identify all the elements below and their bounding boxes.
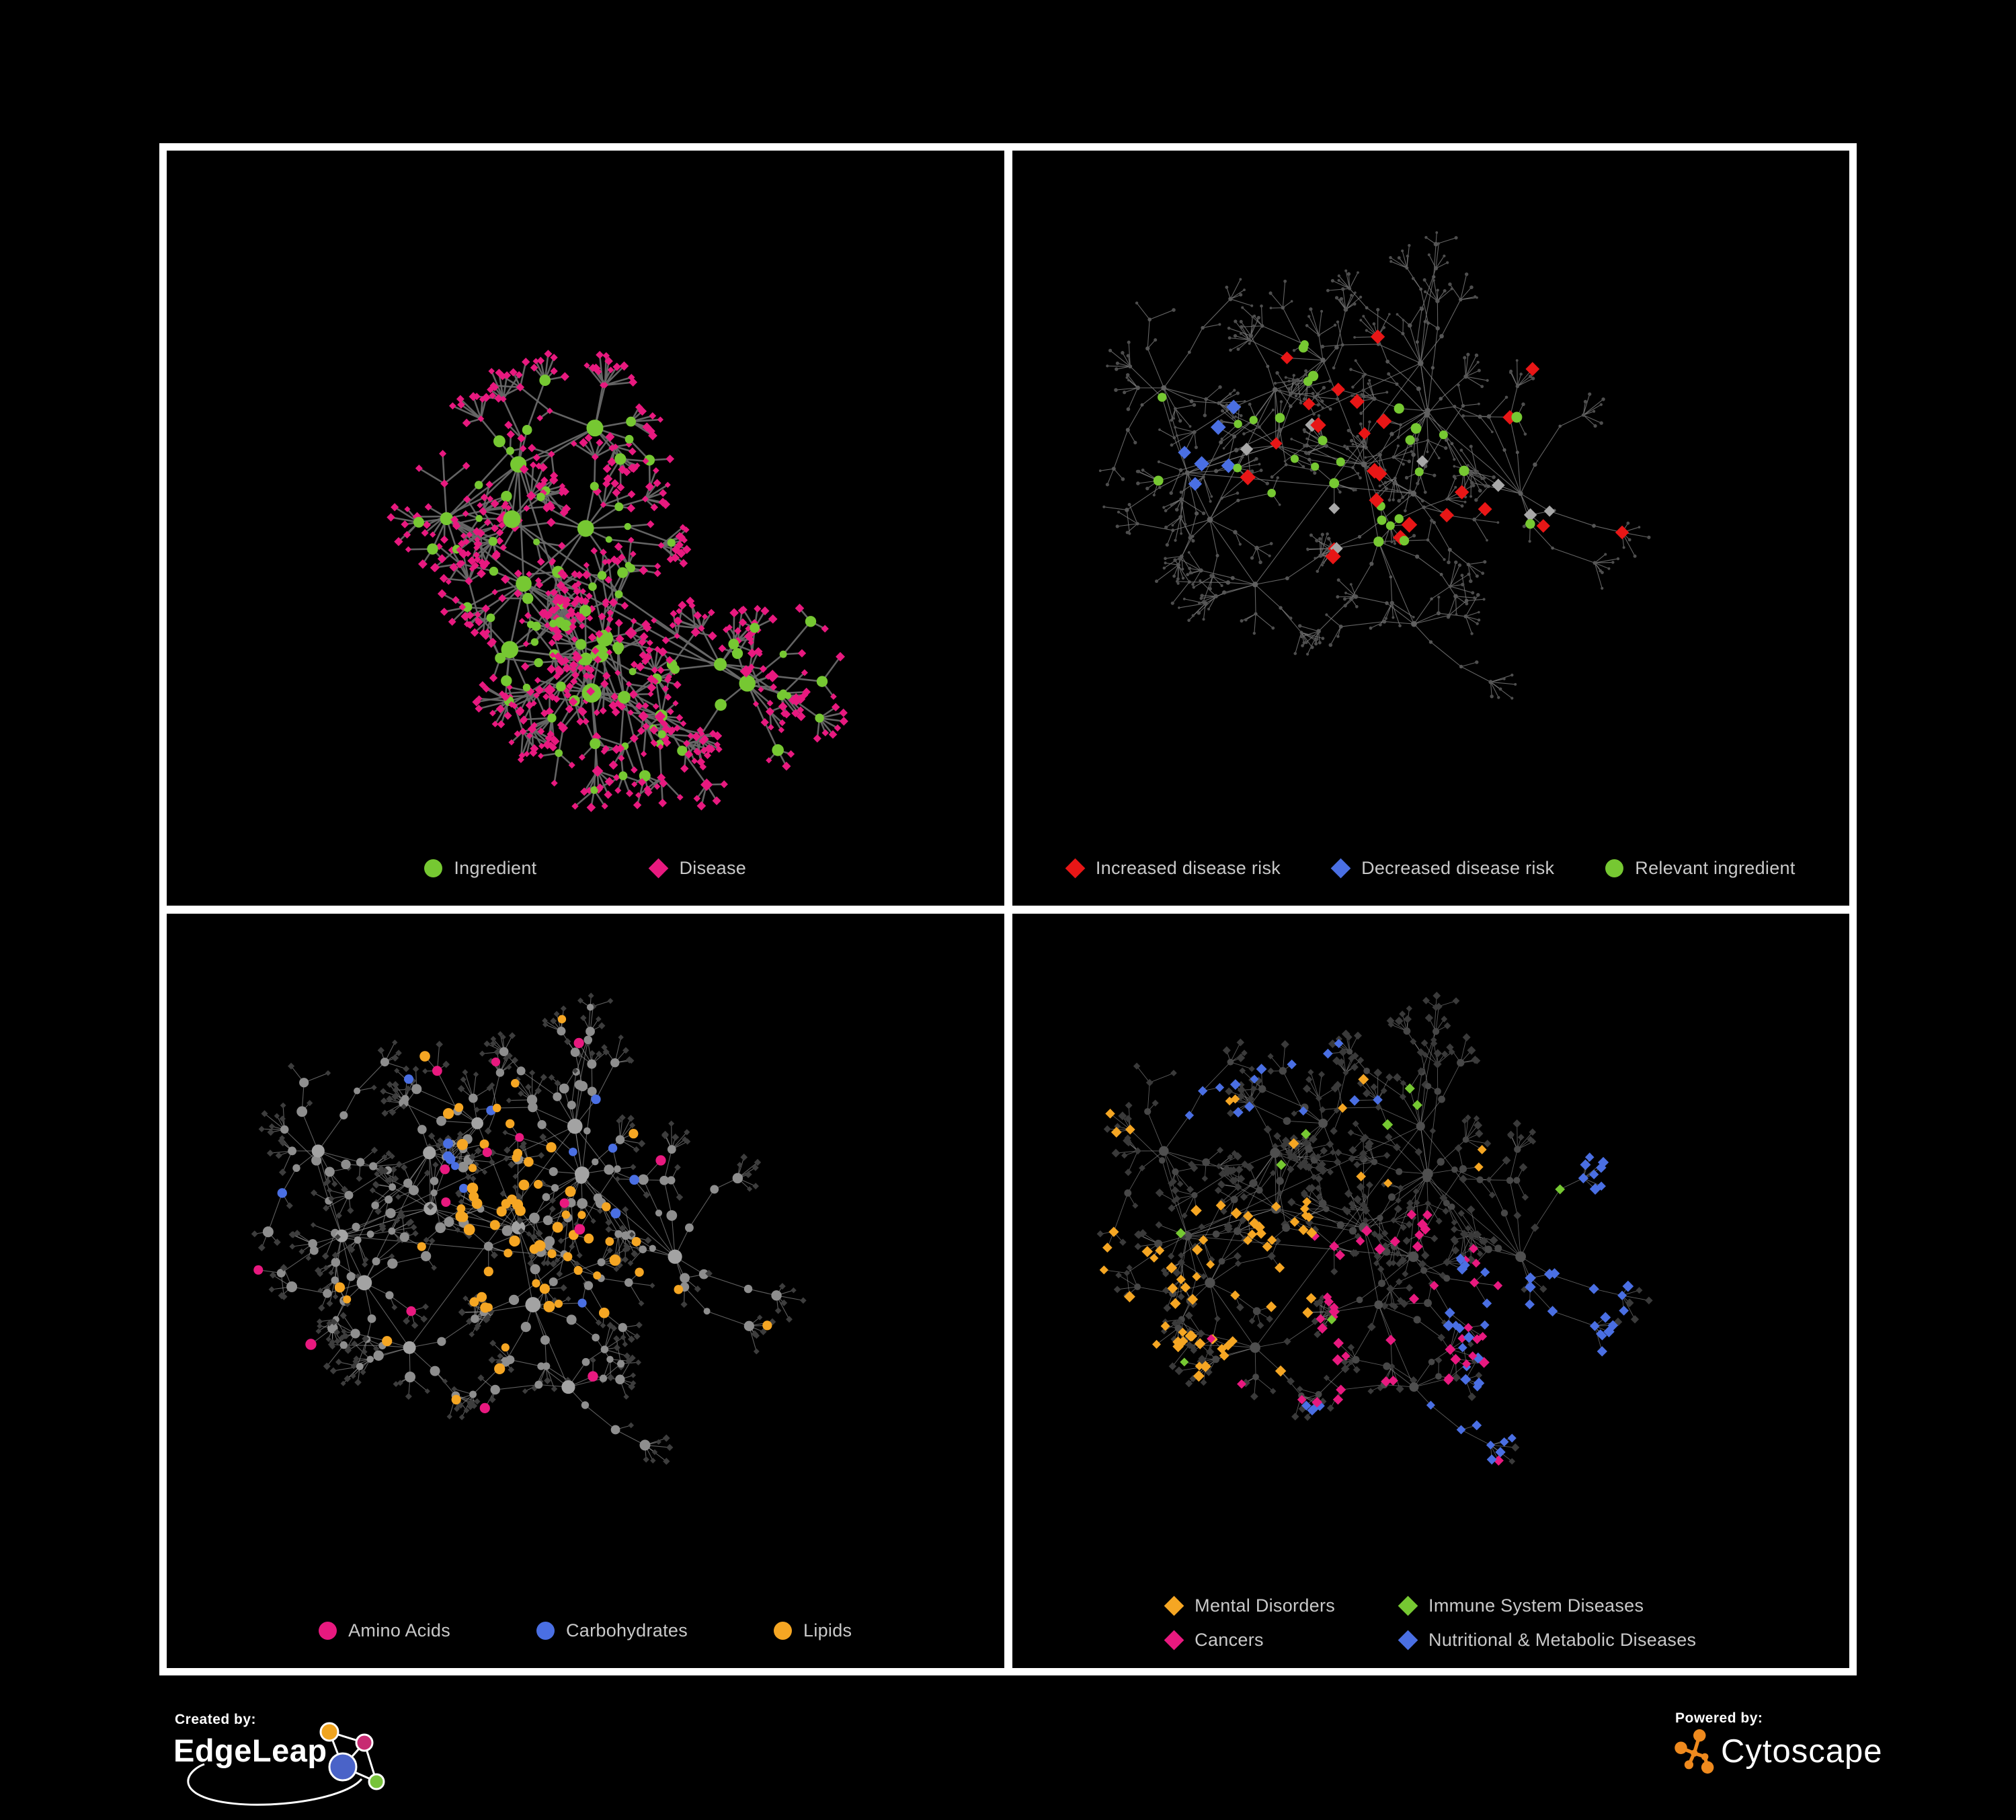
legend-item: Disease — [649, 858, 746, 879]
legend-item: Nutritional & Metabolic Diseases — [1398, 1630, 1697, 1651]
legend-label: Disease — [679, 857, 747, 878]
legend-item: Increased disease risk — [1065, 857, 1281, 879]
carbohydrates-circle-icon — [536, 1622, 555, 1640]
edgeleap-node-blue — [328, 1752, 358, 1782]
figure-grid: Ingredient Disease Increased disease ris… — [159, 143, 1857, 1675]
legend-label: Mental Disorders — [1195, 1595, 1336, 1616]
edgeleap-branding: Created by: EdgeLeap — [160, 1712, 429, 1819]
legend-label: Immune System Diseases — [1428, 1595, 1644, 1616]
nutritional-metabolic-diamond-icon — [1398, 1630, 1418, 1651]
relevant-ingredient-circle-icon — [1605, 859, 1624, 877]
edgeleap-node-orange — [319, 1722, 339, 1742]
legend-item: Immune System Diseases — [1398, 1595, 1696, 1616]
panel-disease-categories-network: Mental Disorders Immune System Diseases … — [1012, 913, 1850, 1668]
legend-label: Relevant ingredient — [1635, 857, 1796, 878]
edgeleap-logo-icon — [187, 1722, 385, 1806]
network-graph-disease-risk — [1012, 151, 1850, 833]
cancers-diamond-icon — [1164, 1630, 1184, 1651]
increased-risk-diamond-icon — [1065, 858, 1086, 878]
legend-label: Lipids — [803, 1620, 852, 1640]
network-graph-ingredient-disease — [167, 151, 1004, 833]
legend-item: Cancers — [1164, 1630, 1335, 1651]
disease-diamond-icon — [649, 858, 669, 878]
decreased-risk-diamond-icon — [1330, 858, 1351, 878]
legend-label: Nutritional & Metabolic Diseases — [1428, 1630, 1697, 1650]
edgeleap-node-magenta — [355, 1733, 374, 1752]
legend-ingredient-disease: Ingredient Disease — [167, 858, 1004, 879]
legend-disease-categories: Mental Disorders Immune System Diseases … — [1164, 1595, 1697, 1651]
edgeleap-wordmark: EdgeLeap — [173, 1733, 327, 1768]
ingredient-circle-icon — [424, 859, 443, 877]
created-by-label: Created by: — [175, 1712, 257, 1727]
panel-macronutrients-network: Amino Acids Carbohydrates Lipids — [167, 913, 1004, 1668]
lipids-circle-icon — [774, 1622, 792, 1640]
cytoscape-wordmark: Cytoscape — [1721, 1733, 1883, 1770]
amino-acids-circle-icon — [319, 1622, 337, 1640]
swoosh — [187, 1763, 363, 1806]
mental-disorders-diamond-icon — [1164, 1595, 1184, 1616]
immune-diseases-diamond-icon — [1398, 1595, 1418, 1616]
legend-label: Increased disease risk — [1095, 857, 1281, 878]
legend-item: Decreased disease risk — [1330, 857, 1555, 879]
legend-label: Amino Acids — [348, 1620, 450, 1640]
legend-item: Ingredient — [424, 858, 536, 879]
network-graph-disease-categories — [1012, 914, 1850, 1596]
legend-macronutrients: Amino Acids Carbohydrates Lipids — [167, 1620, 1004, 1641]
legend-label: Decreased disease risk — [1361, 857, 1555, 878]
legend-item: Mental Disorders — [1164, 1595, 1336, 1616]
network-graph-macronutrients — [167, 914, 1004, 1596]
cytoscape-branding: Powered by: Cytoscape — [1672, 1710, 1894, 1791]
edgeleap-node-green — [368, 1773, 385, 1790]
legend-label: Cancers — [1195, 1630, 1264, 1650]
panel-ingredient-disease-network: Ingredient Disease — [167, 151, 1004, 906]
legend-item: Carbohydrates — [536, 1620, 688, 1641]
legend-disease-risk: Increased disease risk Decreased disease… — [1012, 858, 1850, 879]
legend-item: Relevant ingredient — [1605, 858, 1795, 879]
powered-by-label: Powered by: — [1675, 1710, 1763, 1726]
legend-item: Amino Acids — [319, 1620, 450, 1641]
legend-item: Lipids — [774, 1620, 852, 1641]
legend-label: Carbohydrates — [566, 1620, 688, 1640]
cytoscape-logo-icon — [1675, 1729, 1714, 1774]
legend-label: Ingredient — [454, 857, 537, 878]
panel-disease-risk-network: Increased disease risk Decreased disease… — [1012, 151, 1850, 906]
